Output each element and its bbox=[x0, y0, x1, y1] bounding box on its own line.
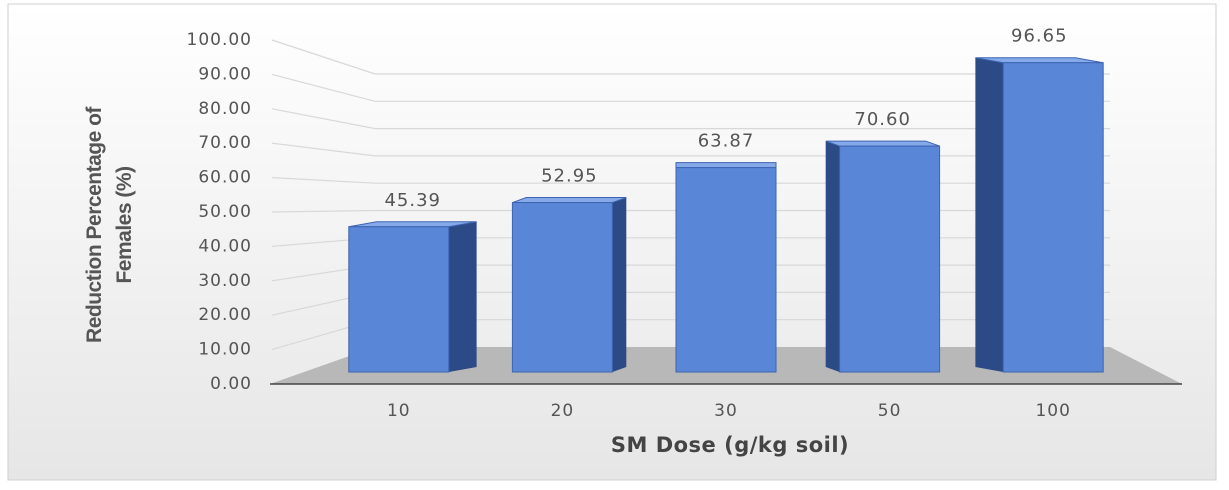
y-tick-label: 10.00 bbox=[198, 340, 252, 360]
y-tick-label: 100.00 bbox=[187, 30, 252, 50]
grid-line bbox=[271, 73, 1110, 102]
y-tick-label: 90.00 bbox=[198, 64, 252, 84]
bar bbox=[675, 167, 777, 373]
y-tick-label: 70.00 bbox=[198, 133, 252, 153]
value-label: 63.87 bbox=[698, 131, 755, 152]
value-label: 52.95 bbox=[541, 166, 598, 187]
value-label: 45.39 bbox=[384, 190, 441, 211]
y-tick-label: 0.00 bbox=[210, 374, 252, 394]
grid-line bbox=[271, 39, 1110, 75]
x-tick-label: 50 bbox=[878, 401, 902, 421]
bar bbox=[348, 226, 450, 373]
bar-top bbox=[512, 197, 627, 204]
y-tick-label: 80.00 bbox=[198, 99, 252, 119]
bar-side bbox=[975, 57, 1004, 372]
y-tick-label: 20.00 bbox=[198, 305, 252, 325]
x-tick-label: 10 bbox=[387, 401, 411, 421]
x-tick-label: 20 bbox=[551, 401, 575, 421]
bar-side bbox=[612, 197, 627, 372]
bar bbox=[839, 145, 941, 373]
bar-top bbox=[825, 140, 940, 147]
bar bbox=[1002, 62, 1104, 373]
x-tick-label: 30 bbox=[714, 401, 738, 421]
y-tick-label: 40.00 bbox=[198, 236, 252, 256]
bar-side bbox=[448, 221, 477, 372]
bar-side bbox=[825, 141, 840, 372]
y-tick-label: 50.00 bbox=[198, 202, 252, 222]
bar bbox=[511, 202, 613, 373]
x-axis-title: SM Dose (g/kg soil) bbox=[611, 433, 849, 457]
x-tick-label: 100 bbox=[1035, 401, 1070, 421]
y-axis-title: Reduction Percentage of Females (%) bbox=[83, 107, 136, 343]
bar-top bbox=[675, 162, 777, 169]
y-tick-label: 60.00 bbox=[198, 168, 252, 188]
value-label: 96.65 bbox=[1011, 26, 1068, 47]
y-tick-label: 30.00 bbox=[198, 271, 252, 291]
grid-line bbox=[271, 108, 1110, 130]
value-label: 70.60 bbox=[854, 109, 911, 130]
